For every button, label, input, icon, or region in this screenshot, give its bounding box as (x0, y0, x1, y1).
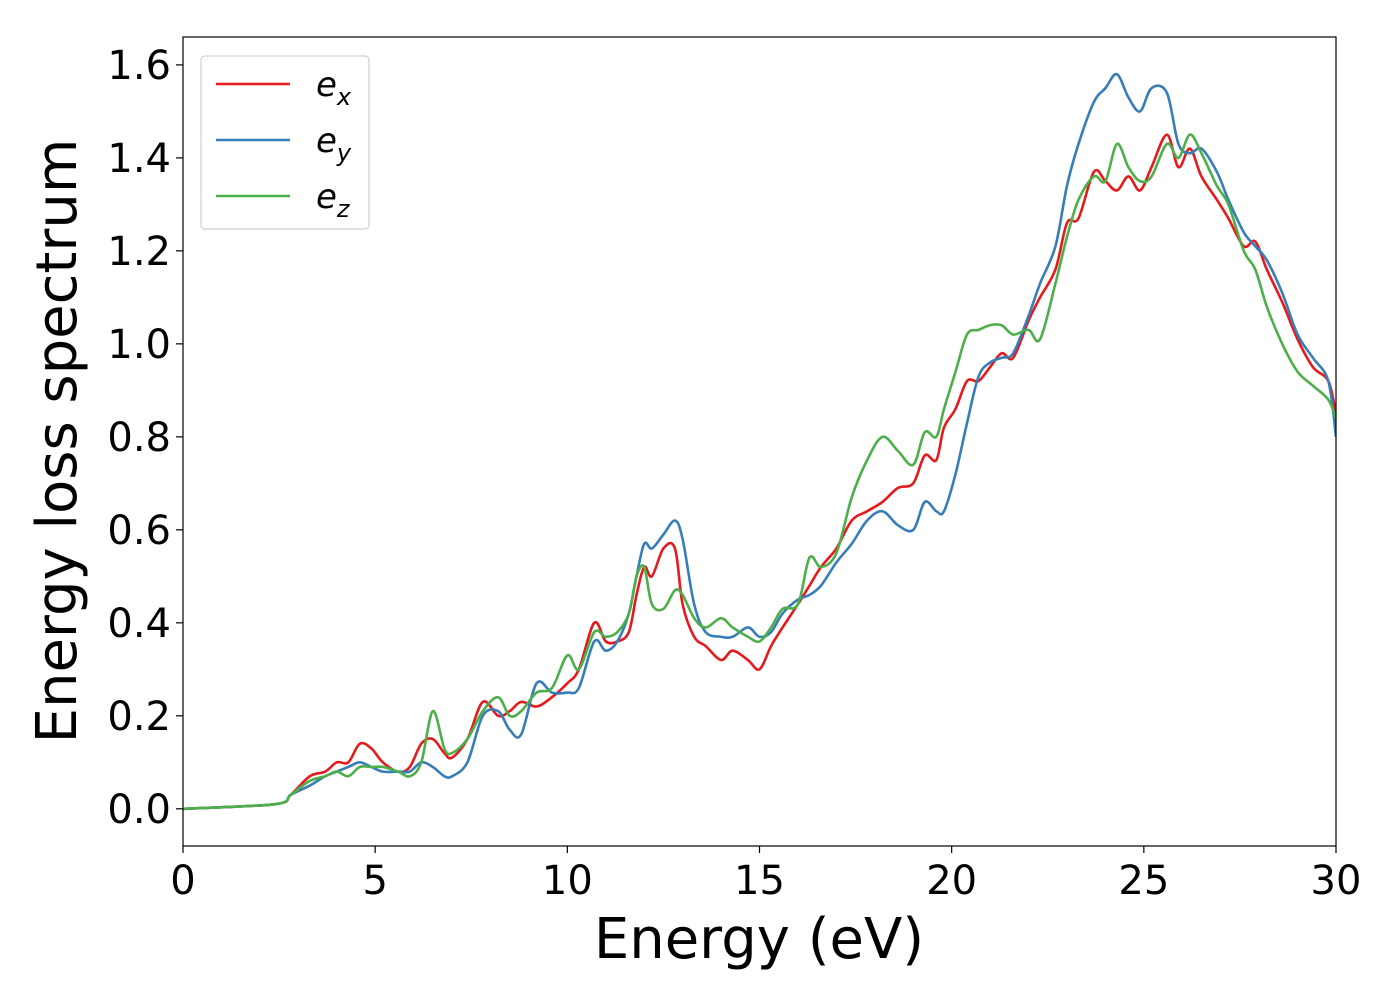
x-tick-label: 5 (362, 858, 387, 904)
series-line-ez (183, 133, 1336, 811)
y-tick-label: 0.0 (107, 787, 171, 833)
x-axis-title: Energy (eV) (594, 907, 924, 972)
legend-label-ey: ey (316, 121, 352, 167)
y-tick-label: 1.4 (107, 136, 171, 182)
legend-label-ex: ex (316, 65, 352, 111)
y-tick-label: 0.8 (107, 415, 171, 461)
series-line-ex (183, 133, 1336, 811)
x-tick-label: 0 (170, 858, 195, 904)
legend-label-ez: ez (316, 177, 351, 223)
series-lines (183, 72, 1336, 811)
legend-box (200, 55, 370, 230)
x-tick-label: 25 (1118, 858, 1169, 904)
x-tick-label: 20 (926, 858, 977, 904)
legend: ex ey ez (200, 55, 370, 230)
x-tick-label: 10 (542, 858, 593, 904)
plot-area (183, 72, 1336, 811)
axes: 0 5 10 15 20 25 30 0.0 0.2 0.4 0.6 0.8 1.0 1.2 1.4 1.6 (107, 36, 1362, 904)
y-tick-label: 0.6 (107, 508, 171, 554)
x-tick-label: 15 (734, 858, 785, 904)
y-tick-label: 1.2 (107, 229, 171, 275)
y-axis-title: Energy loss spectrum (25, 139, 90, 744)
y-tick-label: 0.4 (107, 601, 171, 647)
y-tick-label: 1.0 (107, 322, 171, 368)
x-tick-label: 30 (1311, 858, 1362, 904)
y-tick-label: 0.2 (107, 694, 171, 740)
y-tick-label: 1.6 (107, 43, 171, 89)
